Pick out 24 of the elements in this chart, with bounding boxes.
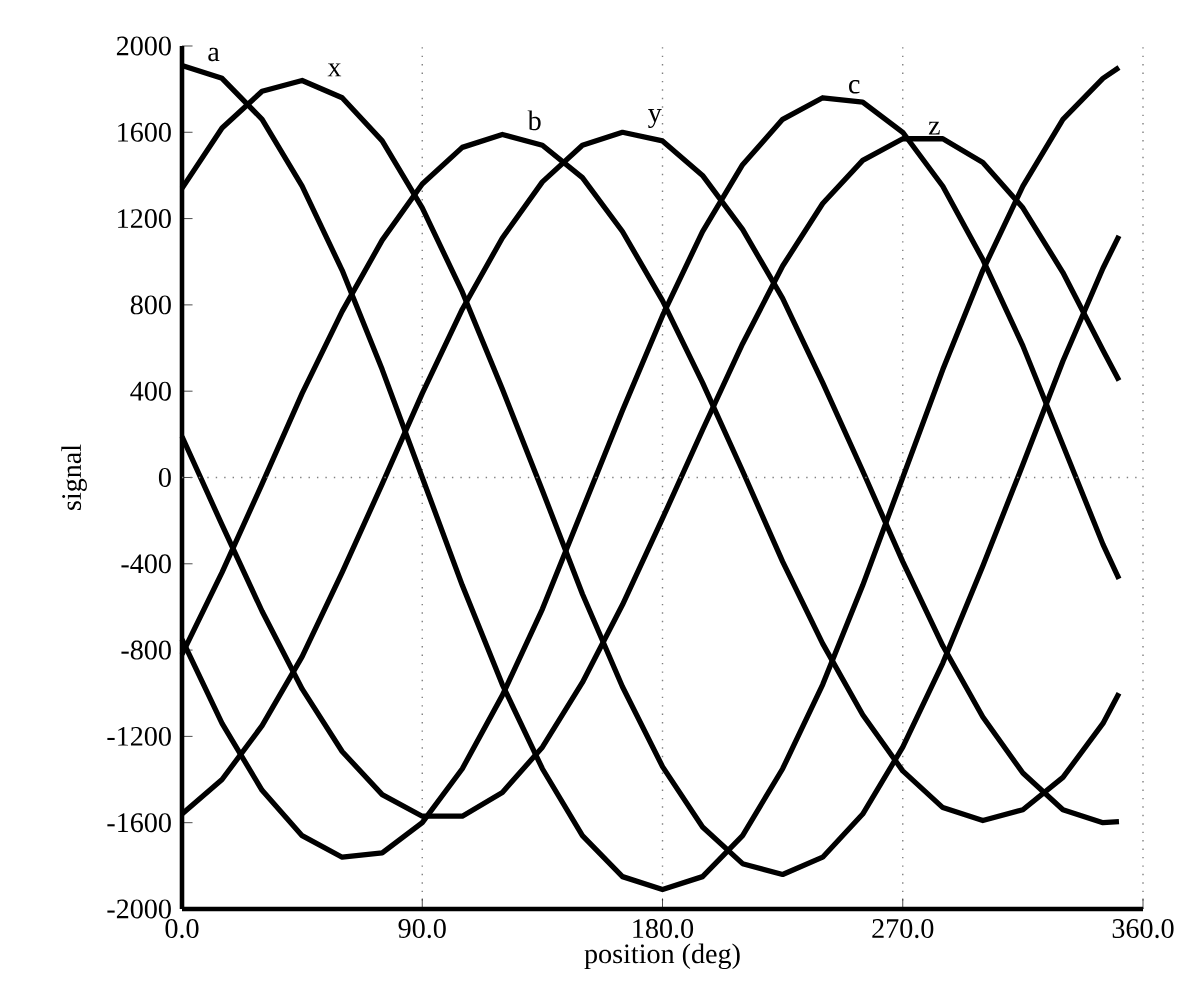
x-tick-label: 0.0 <box>165 919 199 939</box>
y-tick-label: -1200 <box>107 726 171 746</box>
x-tick-label: 360.0 <box>1112 919 1174 939</box>
y-tick-label: 800 <box>130 295 171 315</box>
y-tick-label: 1200 <box>118 209 171 229</box>
y-tick-label: 2000 <box>116 36 171 56</box>
x-axis-title: position (deg) <box>584 943 740 970</box>
y-tick-label: -1600 <box>107 813 171 833</box>
y-tick-label: -800 <box>121 640 171 660</box>
y-tick-label: -400 <box>121 554 171 574</box>
series-label: b <box>527 110 541 131</box>
series-label: a <box>208 47 220 62</box>
y-axis-title: signal <box>61 444 87 510</box>
series-label: c <box>849 80 860 94</box>
x-tick-label: 180.0 <box>633 919 694 939</box>
y-tick-label: 400 <box>130 381 171 401</box>
y-tick-label: -2000 <box>107 899 171 919</box>
x-tick-label: 90.0 <box>398 919 446 939</box>
x-tick-label: 270.0 <box>872 919 934 939</box>
y-tick-label: 0 <box>158 468 171 487</box>
y-tick-label: 1600 <box>118 122 171 142</box>
series-label: z <box>928 121 940 135</box>
series-label: y <box>648 109 662 129</box>
series-label: x <box>327 63 342 77</box>
